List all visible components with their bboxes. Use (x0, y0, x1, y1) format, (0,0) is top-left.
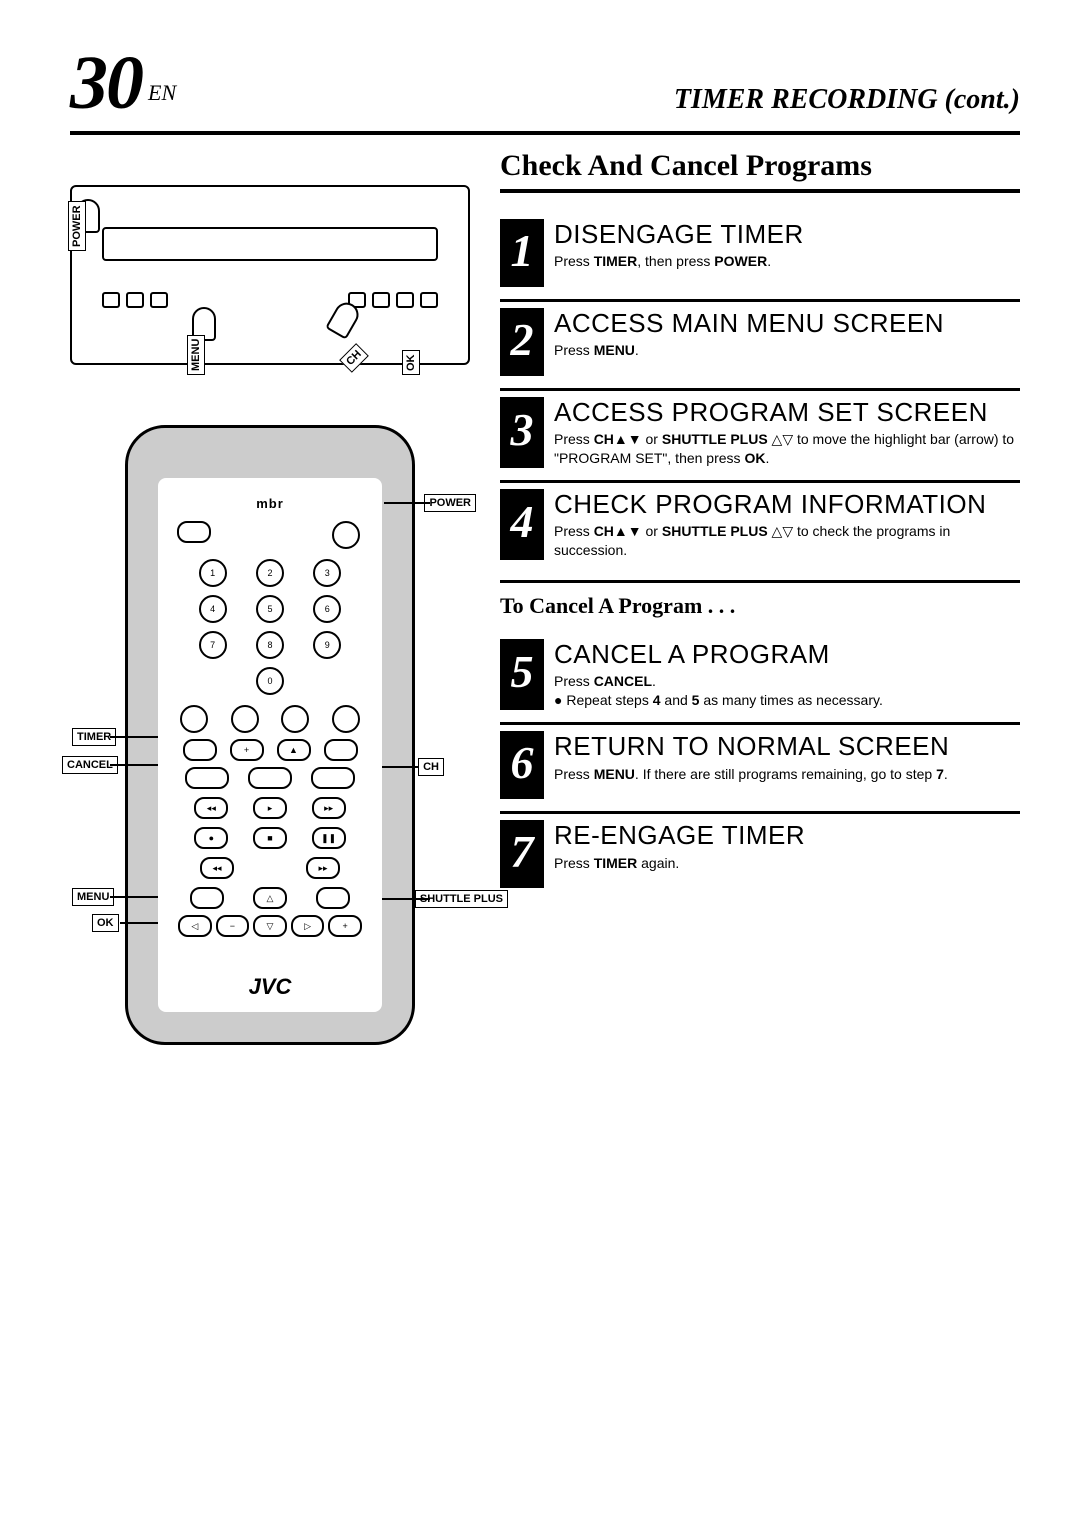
step-description: Press TIMER, then press POWER. (554, 252, 1020, 271)
step-title: RETURN TO NORMAL SCREEN (554, 733, 1020, 760)
remote-button-ok: ◁ (178, 915, 212, 937)
step-title: CHECK PROGRAM INFORMATION (554, 491, 1020, 518)
remote-button: ▸ (253, 797, 287, 819)
instruction-step: 7 RE-ENGAGE TIMER Press TIMER again. (500, 811, 1020, 888)
remote-keypad: 1 2 3 4 5 6 7 8 9 0 (194, 559, 346, 695)
remote-key: 3 (313, 559, 341, 587)
remote-button-power (332, 521, 360, 549)
step-title: DISENGAGE TIMER (554, 221, 1020, 248)
remote-button-shuttle (316, 887, 350, 909)
page-number: 30 (70, 40, 142, 127)
instruction-step: 1 DISENGAGE TIMER Press TIMER, then press … (500, 213, 1020, 287)
remote-key: 5 (256, 595, 284, 623)
remote-key: 8 (256, 631, 284, 659)
section-title: Check And Cancel Programs (500, 149, 1020, 193)
instruction-step: 2 ACCESS MAIN MENU SCREEN Press MENU. (500, 299, 1020, 376)
remote-key: 2 (256, 559, 284, 587)
vcr-label-ok: OK (402, 351, 420, 376)
step-description: Press TIMER again. (554, 854, 1020, 873)
remote-label-power: POWER (424, 494, 476, 512)
remote-button: ▽ (253, 915, 287, 937)
remote-button: ▸▸ (312, 797, 346, 819)
remote-button (248, 767, 292, 789)
remote-key: 9 (313, 631, 341, 659)
instruction-step: 6 RETURN TO NORMAL SCREEN Press MENU. If t… (500, 722, 1020, 799)
step-description: Press MENU. (554, 341, 1020, 360)
remote-button: ● (194, 827, 228, 849)
remote-brand-logo: JVC (158, 974, 382, 1000)
remote-key: 6 (313, 595, 341, 623)
vcr-label-ch: CH (339, 343, 369, 373)
remote-button (281, 705, 309, 733)
remote-button: − (216, 915, 250, 937)
header-title: TIMER RECORDING (cont.) (674, 84, 1020, 116)
step-number: 1 (500, 219, 544, 287)
illustration-column: POWER MENU OK CH POWER TIMER CANCEL CH M… (70, 149, 470, 1045)
remote-button: ▲ (277, 739, 311, 761)
remote-button (311, 767, 355, 789)
page-lang: EN (148, 80, 176, 106)
step-description: Press CH▲▼ or SHUTTLE PLUS △▽ to move th… (554, 430, 1020, 468)
step-number: 2 (500, 308, 544, 376)
step-number: 6 (500, 731, 544, 799)
remote-button: ❚❚ (312, 827, 346, 849)
step-title: CANCEL A PROGRAM (554, 641, 1020, 668)
step-description: Press CH▲▼ or SHUTTLE PLUS △▽ to check t… (554, 522, 1020, 560)
remote-button: △ (253, 887, 287, 909)
remote-key: 0 (256, 667, 284, 695)
step-title: RE-ENGAGE TIMER (554, 822, 1020, 849)
vcr-label-power: POWER (68, 201, 86, 251)
remote-brand-top: mbr (176, 496, 364, 511)
step-number: 5 (500, 639, 544, 710)
remote-button: ◂◂ (200, 857, 234, 879)
instruction-step: 5 CANCEL A PROGRAM Press CANCEL.● Repeat s… (500, 633, 1020, 710)
instruction-step: 3 ACCESS PROGRAM SET SCREEN Press CH▲▼ or … (500, 388, 1020, 468)
remote-button-timer (180, 705, 208, 733)
remote-key: 7 (199, 631, 227, 659)
page-header: 30 EN TIMER RECORDING (cont.) (70, 40, 1020, 135)
remote-button: ▷ (291, 915, 325, 937)
step-title: ACCESS MAIN MENU SCREEN (554, 310, 1020, 337)
remote-button: ▸▸ (306, 857, 340, 879)
remote-label-ok: OK (92, 914, 119, 932)
instruction-step: 4 CHECK PROGRAM INFORMATION Press CH▲▼ or … (500, 480, 1020, 560)
remote-button (185, 767, 229, 789)
vcr-label-menu: MENU (187, 335, 205, 375)
step-description: Press CANCEL.● Repeat steps 4 and 5 as m… (554, 672, 1020, 710)
remote-button (332, 705, 360, 733)
remote-button (231, 705, 259, 733)
remote-button (177, 521, 211, 543)
instructions-column: Check And Cancel Programs 1 DISENGAGE TIM… (500, 149, 1020, 1045)
remote-key: 1 (199, 559, 227, 587)
remote-button: ◂◂ (194, 797, 228, 819)
step-number: 3 (500, 397, 544, 468)
remote-key: 4 (199, 595, 227, 623)
remote-button-cancel (183, 739, 217, 761)
remote-illustration: POWER TIMER CANCEL CH MENU OK SHUTTLE PL… (125, 425, 415, 1045)
remote-button: ■ (253, 827, 287, 849)
step-description: Press MENU. If there are still programs … (554, 765, 1020, 784)
step-number: 4 (500, 489, 544, 560)
remote-button-ch (324, 739, 358, 761)
vcr-illustration: POWER MENU OK CH (70, 185, 470, 365)
remote-button: + (230, 739, 264, 761)
remote-label-ch: CH (418, 758, 444, 776)
remote-button: + (328, 915, 362, 937)
step-number: 7 (500, 820, 544, 888)
remote-button-menu (190, 887, 224, 909)
step-title: ACCESS PROGRAM SET SCREEN (554, 399, 1020, 426)
sub-section-title: To Cancel A Program . . . (500, 580, 1020, 619)
remote-label-menu: MENU (72, 888, 114, 906)
